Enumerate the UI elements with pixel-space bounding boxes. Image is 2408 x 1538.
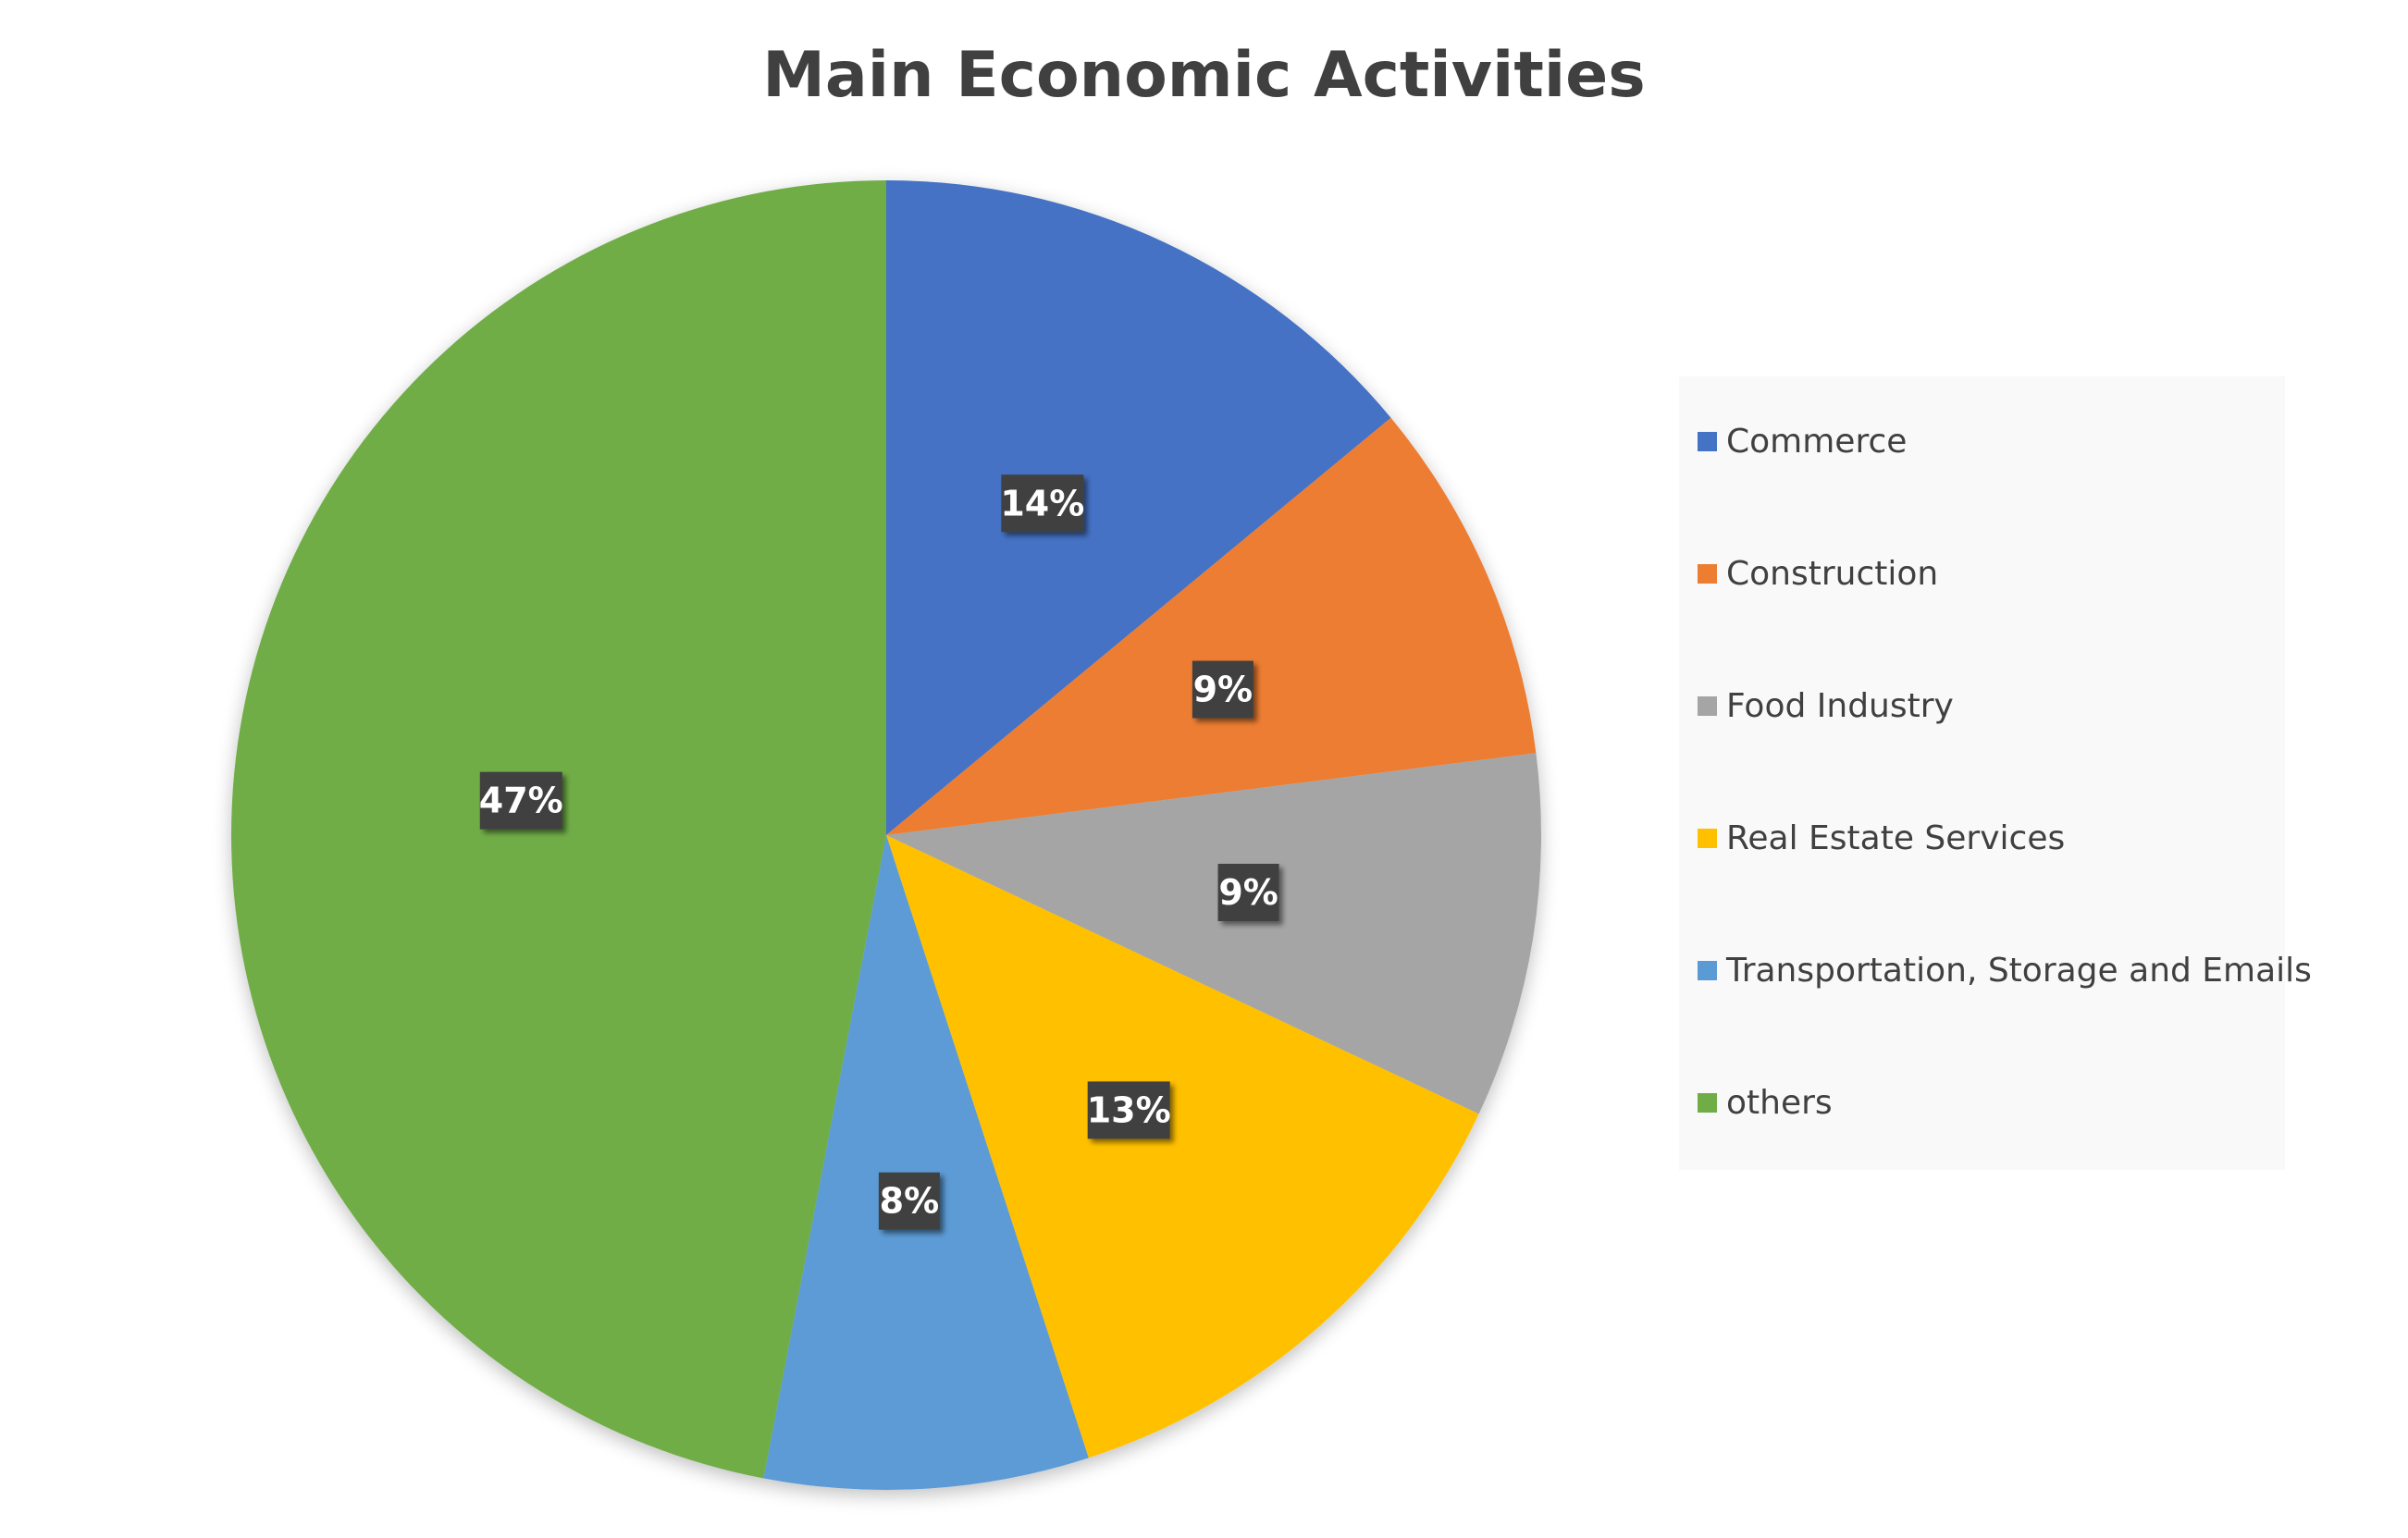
- data-label-real-estate-services: 13%: [1087, 1081, 1171, 1139]
- legend-label: Construction: [1726, 554, 1939, 593]
- data-label-box: [878, 1172, 940, 1230]
- legend-item-real-estate-services: Real Estate Services: [1698, 815, 2065, 861]
- pie-data-labels: 14% 9% 9% 13% 8% 47%: [479, 474, 1279, 1230]
- legend-item-construction: Construction: [1698, 550, 1938, 597]
- pie-slice-commerce: [886, 180, 1391, 835]
- data-label-food-industry: 9%: [1217, 864, 1279, 922]
- data-label-transportation-storage-and-emails: 8%: [878, 1172, 940, 1230]
- pie-slices: [231, 180, 1541, 1490]
- pie-slice-others: [231, 180, 886, 1479]
- data-label-commerce: 14%: [1000, 474, 1084, 533]
- pie-slice-construction: [886, 417, 1537, 835]
- data-label-box: [479, 771, 562, 830]
- legend-item-commerce: Commerce: [1698, 418, 1907, 464]
- chart-title: Main Economic Activities: [762, 39, 1646, 112]
- data-label-text: 14%: [1000, 483, 1084, 523]
- legend-item-transportation-storage-and-emails: Transportation, Storage and Emails: [1698, 947, 2312, 993]
- legend-item-food-industry: Food Industry: [1698, 683, 1954, 729]
- legend-swatch: [1698, 431, 1717, 451]
- legend-label: others: [1726, 1083, 1833, 1122]
- chart-legend: Commerce Construction Food Industry Real Es…: [1679, 376, 2312, 1170]
- legend-swatch: [1698, 828, 1717, 848]
- legend-item-others: others: [1698, 1079, 1833, 1126]
- data-label-box: [1217, 864, 1279, 922]
- data-label-text: 47%: [479, 781, 563, 821]
- data-label-others: 47%: [479, 771, 563, 830]
- legend-swatch: [1698, 695, 1717, 716]
- data-label-text: 9%: [1193, 670, 1253, 710]
- data-label-box: [1001, 474, 1084, 533]
- data-label-box: [1192, 660, 1253, 719]
- pie-slice-food-industry: [886, 753, 1541, 1114]
- data-label-text: 13%: [1087, 1089, 1171, 1130]
- legend-label: Commerce: [1726, 422, 1908, 461]
- legend-label: Food Industry: [1726, 686, 1954, 725]
- legend-swatch: [1698, 1092, 1717, 1113]
- data-label-box: [1087, 1081, 1170, 1139]
- pie-slice-real-estate-services: [886, 835, 1479, 1458]
- data-label-text: 9%: [1218, 872, 1278, 913]
- legend-swatch: [1698, 563, 1717, 584]
- data-label-construction: 9%: [1192, 660, 1253, 719]
- legend-label: Real Estate Services: [1726, 818, 2066, 857]
- data-label-text: 8%: [880, 1181, 940, 1222]
- legend-swatch: [1698, 960, 1717, 980]
- pie-slice-transportation-storage-and-emails: [763, 835, 1089, 1490]
- legend-label: Transportation, Storage and Emails: [1726, 951, 2312, 990]
